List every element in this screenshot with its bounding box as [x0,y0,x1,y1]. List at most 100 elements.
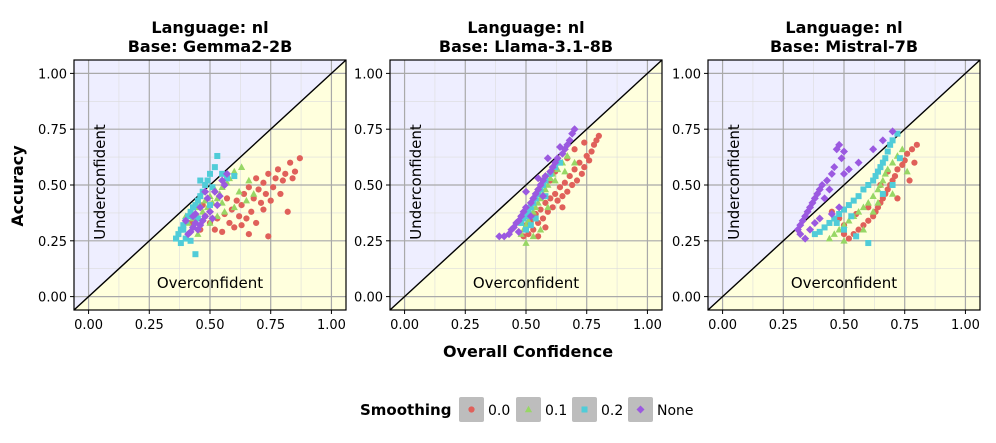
data-point [865,204,872,211]
x-tick-label: 0.00 [74,318,103,333]
overconfident-label: Overconfident [791,274,897,292]
data-point [274,166,282,173]
y-tick-label: 0.00 [38,291,67,306]
data-point [581,164,588,171]
data-point [903,167,911,175]
data-point [215,192,224,201]
data-point [539,192,547,201]
data-point [848,213,855,220]
data-point [884,165,892,173]
data-point [192,251,199,258]
data-point [865,217,872,224]
data-point [569,181,576,189]
data-point [182,235,189,242]
legend-entry-0_1: 0.1 [516,397,567,422]
data-point [860,222,867,229]
x-tick-label: 0.00 [390,318,419,333]
data-point [522,221,530,228]
data-point [855,226,862,233]
data-point [253,175,260,182]
data-point [236,213,243,220]
data-point [265,170,272,177]
data-point [875,168,881,175]
data-point [896,155,903,162]
data-point [888,158,897,166]
data-point [287,159,294,166]
data-point [260,179,267,186]
x-tick-label: 0.25 [451,318,480,333]
data-point [835,225,843,233]
legend-key-square-icon [581,406,588,413]
data-point [811,231,818,238]
data-point [180,226,187,233]
data-point [823,176,831,185]
data-point [882,155,889,162]
data-point [207,170,213,177]
x-tick-label: 0.25 [769,318,798,333]
data-point [826,219,833,226]
panel-title-base: Base: Mistral-7B [770,37,918,56]
underconfident-label: Underconfident [407,124,425,240]
y-tick-label: 0.25 [38,235,67,250]
x-tick-label: 0.75 [256,318,285,333]
y-tick-label: 0.50 [38,179,67,194]
data-point [532,203,540,211]
data-point [518,219,525,226]
data-point [189,212,197,221]
legend-entry-label: 0.0 [488,403,510,419]
data-point [564,188,571,195]
data-point [830,230,838,237]
data-point [218,199,226,206]
data-point [816,228,823,235]
data-point [272,175,279,182]
data-point [552,190,559,198]
data-point [536,194,545,202]
data-point [226,219,233,227]
y-tick-label: 0.50 [354,179,383,194]
data-point [576,159,583,166]
data-point [854,158,863,167]
y-tick-label: 0.50 [672,179,701,194]
data-point [840,147,848,156]
data-point [568,129,577,138]
data-point [571,146,578,153]
data-point [821,224,828,231]
series-None [181,169,231,239]
data-point [219,228,226,235]
data-point [242,196,251,204]
y-tick-label: 0.75 [354,123,383,138]
data-point [841,206,847,213]
data-point [187,208,194,215]
data-point [855,193,862,200]
data-point [546,167,555,176]
data-point [884,148,891,155]
x-tick-label: 0.50 [196,318,225,333]
data-point [245,184,252,191]
data-point [534,174,543,183]
data-point [529,232,537,240]
data-point [801,234,810,243]
data-point [536,225,545,233]
legend-title: Smoothing [360,401,451,419]
data-point [833,219,840,226]
data-point [265,233,272,240]
data-point [527,222,534,229]
data-point [257,199,265,206]
data-point [872,173,879,180]
data-point [894,166,901,173]
data-point [289,175,296,182]
panel-3: Underconfident Overconfident 0.00 0.00 0.25 0… [672,18,981,333]
data-point [206,219,214,226]
data-point [213,194,221,202]
x-axis-label: Overall Confidence [443,342,613,361]
data-point [277,190,284,198]
x-tick-label: 1.00 [951,318,980,333]
legend-entry-0_0: 0.0 [459,397,510,422]
overconfident-label: Overconfident [473,274,579,292]
panel-title-base: Base: Gemma2-2B [128,37,293,56]
data-point [561,179,568,186]
data-point [527,204,534,211]
data-point [270,184,277,191]
data-point [840,237,848,244]
data-point [230,203,238,211]
